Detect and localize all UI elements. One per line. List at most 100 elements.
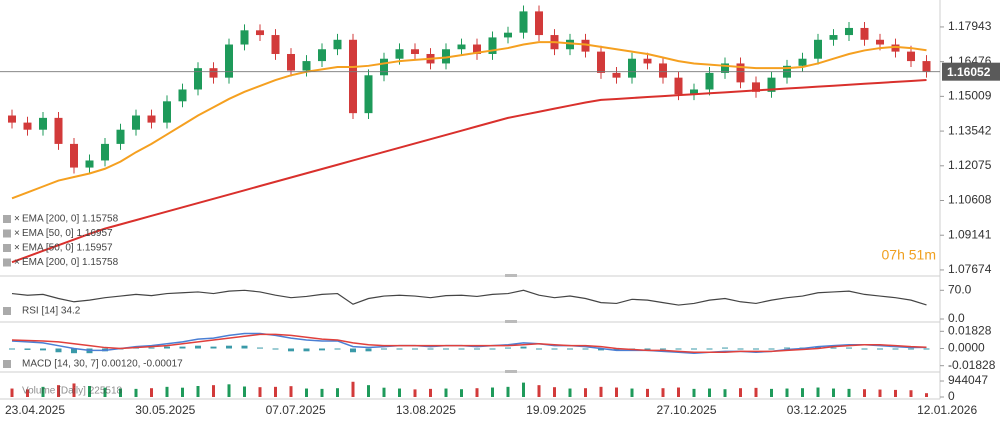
timer: 07h 51m (882, 247, 936, 263)
indicator-label: MACD [14, 30, 7] 0.00120, -0.00017 (22, 359, 183, 370)
volume-bar (72, 383, 76, 397)
candle-body (752, 82, 760, 92)
candle-body (566, 39, 574, 50)
candle-body (922, 61, 931, 72)
candle-body (39, 117, 47, 130)
histogram-bar (598, 348, 604, 351)
volume-bar (785, 388, 789, 397)
y-tick-label: 0.0000 (948, 341, 985, 355)
candle-body (318, 49, 326, 62)
indicator-close: × (14, 214, 20, 225)
candle-body (147, 115, 156, 123)
candle-body (705, 72, 714, 90)
candle-body (628, 58, 636, 78)
y-tick-label: -0.01828 (948, 358, 996, 372)
candle-body (597, 51, 605, 73)
histogram-bar (551, 348, 558, 350)
indicator-close: × (14, 243, 20, 254)
x-tick-label: 13.08.2025 (396, 403, 456, 417)
candle-body (829, 35, 838, 40)
x-tick-label: 03.12.2025 (787, 403, 847, 417)
y-tick-label: 1.15009 (948, 89, 992, 103)
volume-bar (568, 388, 572, 397)
histogram-bar (71, 348, 77, 354)
volume-bar (491, 387, 494, 397)
volume-bar (506, 386, 510, 397)
candle-body (814, 39, 822, 59)
volume-bar (57, 385, 60, 397)
histogram-bar (691, 348, 697, 350)
volume-bar (10, 388, 14, 397)
histogram-bar (644, 348, 651, 350)
candle-body (535, 11, 543, 36)
volume-bar (537, 385, 541, 397)
indicator-close: × (14, 228, 20, 239)
y-tick-label: 1.12075 (948, 158, 992, 172)
candle-body (349, 39, 357, 114)
histogram-bar (241, 345, 248, 349)
histogram-bar (381, 348, 387, 350)
volume-bar (212, 385, 215, 397)
volume-bar (429, 388, 432, 397)
histogram-bar (396, 348, 403, 350)
histogram-bar (334, 348, 341, 350)
indicator-label: EMA [50, 0] 1.15957 (22, 243, 113, 254)
volume-bar (646, 388, 649, 397)
histogram-bar (505, 347, 511, 349)
y-tick-label: 1.13542 (948, 123, 992, 137)
histogram-bar (288, 348, 294, 352)
candle-body (209, 68, 218, 78)
volume-bar (41, 386, 45, 397)
candle-body (70, 143, 78, 168)
volume-bar (832, 388, 835, 397)
histogram-bar (164, 346, 170, 349)
y-tick-label: 0.01828 (948, 323, 992, 337)
candle-body (581, 39, 590, 52)
histogram-bar (660, 348, 666, 350)
indicator-label: EMA [50, 0] 1.16957 (22, 228, 113, 239)
volume-bar (398, 388, 401, 397)
histogram-bar (319, 348, 325, 351)
histogram-bar (210, 346, 217, 349)
volume-bar (770, 388, 773, 397)
histogram-bar (303, 348, 310, 352)
histogram-bar (458, 348, 465, 350)
x-tick-label: 12.01.2026 (917, 403, 977, 417)
histogram-bar (427, 348, 434, 350)
volume-bar (119, 388, 122, 397)
volume-bar (320, 388, 324, 397)
candle-body (907, 51, 915, 62)
series-line (11, 289, 927, 306)
candle-body (287, 53, 295, 71)
indicator-label: EMA [200, 0] 1.15758 (22, 214, 119, 225)
volume-bar (863, 389, 866, 397)
candle-body (364, 75, 373, 114)
series-line (11, 41, 927, 200)
x-tick-label: 19.09.2025 (526, 403, 586, 417)
volume-bar (553, 387, 556, 397)
series-line (11, 79, 927, 264)
volume-bar (925, 393, 928, 397)
candle-body (256, 30, 264, 36)
volume-bar (909, 390, 913, 397)
histogram-bar (226, 345, 232, 349)
histogram-bar (257, 347, 263, 349)
volume-bar (165, 386, 169, 397)
histogram-bar (737, 348, 744, 350)
histogram-bar (582, 348, 589, 350)
candle-body (457, 44, 466, 50)
histogram-bar (520, 346, 527, 349)
y-tick-label: 1.17943 (948, 19, 992, 33)
volume-bar (413, 389, 417, 397)
histogram-bar (55, 348, 62, 353)
histogram-bar (179, 346, 186, 349)
candle-body (721, 63, 729, 73)
volume-bar (150, 388, 153, 397)
candle-body (101, 143, 109, 161)
volume-bar (692, 388, 696, 397)
volume-bar (847, 388, 851, 397)
indicator-icon (3, 244, 11, 252)
x-tick-label: 27.10.2025 (656, 403, 716, 417)
candle-body (519, 11, 528, 33)
histogram-bar (567, 348, 573, 350)
